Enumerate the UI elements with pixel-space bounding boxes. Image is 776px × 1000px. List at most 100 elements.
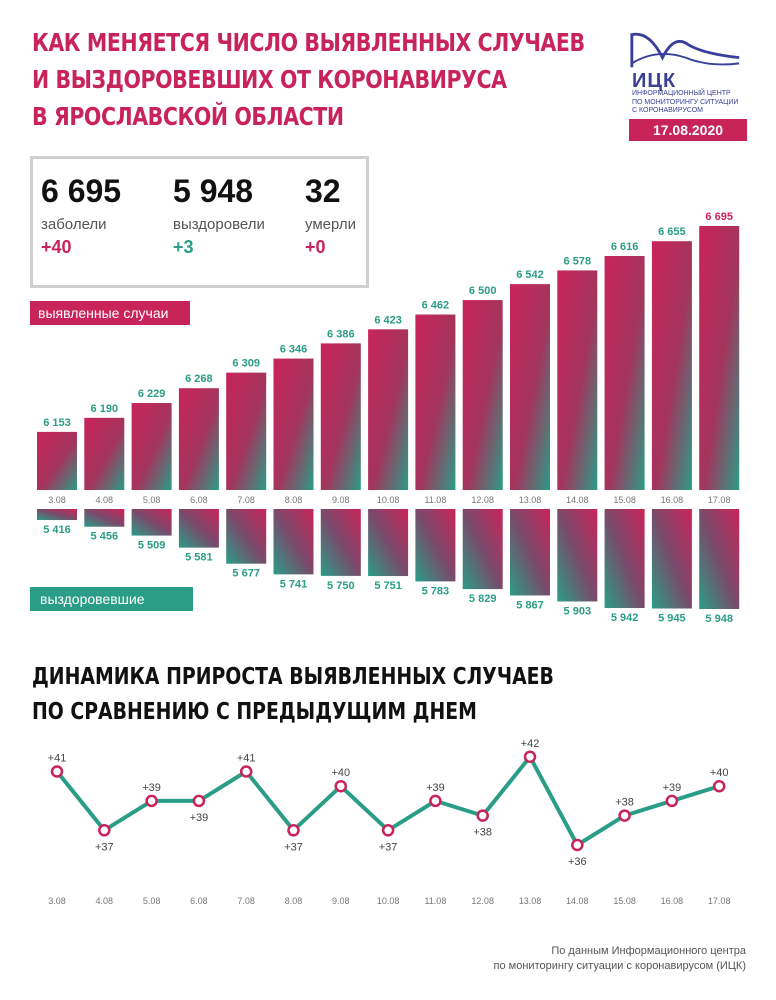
bar-recovered [273,509,314,575]
x-tick-label: 11.08 [424,495,446,505]
label-recovered: 5 751 [374,580,402,592]
x-tick-label: 10.08 [377,495,400,505]
growth-point [287,824,300,837]
stat-value: 32 [305,173,341,209]
label-recovered: 5 677 [232,568,260,580]
bar-recovered [604,509,645,608]
growth-label: +39 [190,812,209,824]
label-recovered: 5 456 [91,531,119,543]
growth-point [145,794,158,808]
title-line-3: В ЯРОСЛАВСКОЙ ОБЛАСТИ [32,102,344,131]
x-tick-label: 7.08 [237,896,255,906]
label-cases: 6 268 [185,373,213,385]
x-tick-label: 13.08 [519,495,542,505]
label-cases: 6 153 [43,417,71,429]
bar-recovered [178,509,219,548]
title-line-2: И ВЫЗДОРОВЕВШИХ ОТ КОРОНАВИРУСА [32,65,507,94]
label-recovered: 5 948 [705,613,733,625]
stat-label: умерли [305,216,356,233]
growth-point [571,838,584,852]
source-note: По данным Информационного центра по мони… [494,944,746,974]
logo-name: ИЦК [632,70,677,92]
x-tick-label: 14.08 [566,495,589,505]
label-cases: 6 695 [705,211,733,223]
growth-label: +42 [521,738,540,750]
x-tick-label: 3.08 [48,495,66,505]
growth-point [665,794,679,808]
stat-delta: +0 [305,237,326,257]
stat-cases: 6 695 заболели +40 [41,173,121,258]
label-cases: 6 616 [611,241,639,253]
growth-point [476,809,489,822]
stat-recovered: 5 948 выздоровели +3 [173,173,265,258]
label-cases: 6 190 [91,403,119,415]
x-tick-label: 4.08 [96,896,114,906]
label-recovered: 5 783 [422,585,450,597]
label-cases: 6 462 [422,300,450,312]
label-recovered: 5 903 [564,605,592,617]
label-recovered: 5 867 [516,599,544,611]
legend-recovered: выздоровевшие [30,587,193,611]
growth-label: +37 [95,841,114,853]
x-tick-label: 12.08 [471,896,494,906]
x-tick-label: 8.08 [285,896,303,906]
growth-label: +41 [48,753,67,765]
bar-recovered [557,509,598,602]
x-tick-label: 15.08 [613,896,636,906]
bar-cases [37,431,77,490]
growth-label: +41 [237,753,256,765]
x-tick-label: 17.08 [708,896,731,906]
x-tick-label: 16.08 [661,495,684,505]
growth-label: +38 [473,827,492,839]
x-tick-label: 5.08 [143,495,161,505]
growth-label: +39 [426,782,445,794]
logo-sub-line-2: ПО МОНИТОРИНГУ СИТУАЦИИ [632,98,739,106]
bar-recovered [651,509,692,609]
growth-point [523,750,537,764]
stat-label: заболели [41,216,107,233]
label-cases: 6 578 [564,255,592,267]
x-tick-label: 11.08 [424,896,446,906]
label-cases: 6 386 [327,328,355,340]
bar-recovered [510,509,550,596]
label-cases: 6 500 [469,285,497,297]
bar-recovered [131,509,172,536]
label-cases: 6 655 [658,226,686,238]
label-recovered: 5 509 [138,540,166,552]
logo-subtitle: ИНФОРМАЦИОННЫЙ ЦЕНТР ПО МОНИТОРИНГУ СИТУ… [632,90,752,116]
growth-label: +39 [142,782,161,794]
growth-point [192,794,206,808]
bar-cases [368,329,409,490]
x-tick-label: 6.08 [190,495,208,505]
bar-cases [557,270,598,490]
growth-point [98,824,111,837]
subtitle-line-2: ПО СРАВНЕНИЮ С ПРЕДЫДУЩИМ ДНЕМ [32,699,477,725]
x-tick-label: 5.08 [143,896,161,906]
bar-recovered [320,509,361,576]
growth-label: +40 [331,767,350,779]
bar-recovered [462,509,503,590]
x-tick-label: 15.08 [613,495,636,505]
label-cases: 6 346 [280,344,308,356]
bar-cases [462,300,503,490]
x-tick-label: 7.08 [237,495,255,505]
bar-recovered [37,509,77,521]
bar-chart: 6 153 3.08 5 416 6 190 4.08 5 456 6 229 5.08 5 5… [37,211,740,625]
stat-delta: +3 [173,237,194,257]
label-cases: 6 542 [516,269,544,281]
bar-cases [651,241,692,490]
bar-cases [178,388,219,490]
x-tick-label: 4.08 [96,495,114,505]
growth-point [334,779,348,793]
stat-value: 6 695 [41,173,122,209]
label-recovered: 5 945 [658,612,686,624]
growth-point [381,824,395,837]
bar-cases [273,358,314,490]
logo-sub-line-3: С КОРОНАВИРУСОМ [632,107,703,114]
source-line-1: По данным Информационного центра [551,945,746,957]
bar-cases [604,256,645,490]
logo-icon [630,32,740,68]
growth-label: +37 [379,841,398,853]
bar-cases [320,343,361,490]
